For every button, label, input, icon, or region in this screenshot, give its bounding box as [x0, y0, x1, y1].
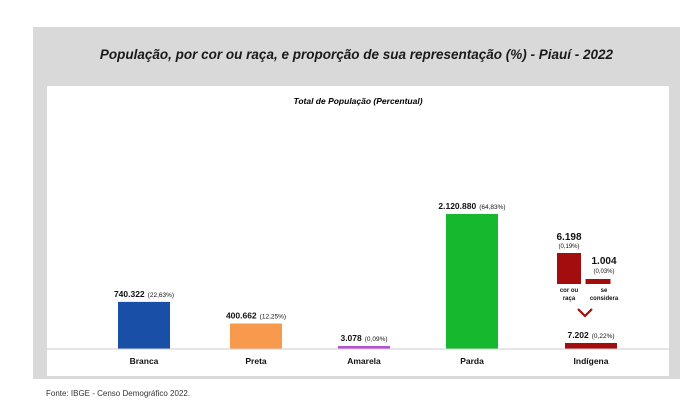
x-tick-label: Amarela [347, 356, 381, 366]
breakdown-value: 1.004 [591, 256, 616, 267]
breakdown-percent: (0,03%) [593, 269, 614, 275]
bar-chart: Total de População (Percentual) 740.322(… [47, 96, 669, 366]
breakdown-category-label: cor ou raça [560, 288, 579, 302]
data-label-percent: (22,63%) [148, 292, 174, 299]
x-tick-label: Preta [245, 356, 267, 366]
data-label-percent: (64,83%) [479, 204, 505, 211]
breakdown-bar [585, 279, 611, 284]
data-label-value: 7.202 [567, 330, 589, 340]
chart-title: Total de População (Percentual) [293, 96, 422, 106]
bar-amarela [338, 346, 390, 349]
x-tick-label: Indígena [574, 356, 609, 366]
data-label-value: 400.662 [226, 310, 257, 320]
bar-branca [118, 301, 170, 349]
data-label-value: 3.078 [340, 333, 362, 343]
bar-indgena [565, 343, 617, 349]
bar-parda [446, 214, 498, 349]
chevron-down-icon [577, 308, 593, 318]
data-label-percent: (12,25%) [260, 313, 286, 320]
breakdown-percent: (0,19%) [558, 244, 579, 250]
chart-panel: População, por cor ou raça, e proporção … [33, 27, 680, 379]
data-label: 3.078 (0,09%) [340, 333, 387, 343]
data-label: 2.120.880 (64,83%) [438, 201, 505, 211]
data-label-percent: (0,22%) [592, 333, 615, 340]
data-label: 7.202 (0,22%) [567, 330, 614, 340]
bar-preta [230, 323, 282, 349]
breakdown-bar [557, 253, 581, 284]
data-label-value: 2.120.880 [438, 201, 476, 211]
x-tick-label: Parda [460, 356, 484, 366]
chart-area: Total de População (Percentual) 740.322(… [47, 86, 669, 376]
page-title: População, por cor ou raça, e proporção … [99, 47, 614, 62]
x-tick-label: Branca [130, 356, 159, 366]
data-label-value: 740.322 [114, 289, 145, 299]
breakdown-value: 6.198 [556, 232, 581, 243]
data-label: 400.662 (12,25%) [226, 310, 286, 320]
breakdown-category-label: se considera [590, 288, 619, 302]
data-label: 740.322 (22,63%) [114, 289, 174, 299]
data-label-percent: (0,09%) [365, 336, 388, 343]
source-note: Fonte: IBGE - Censo Demográfico 2022. [46, 389, 191, 398]
